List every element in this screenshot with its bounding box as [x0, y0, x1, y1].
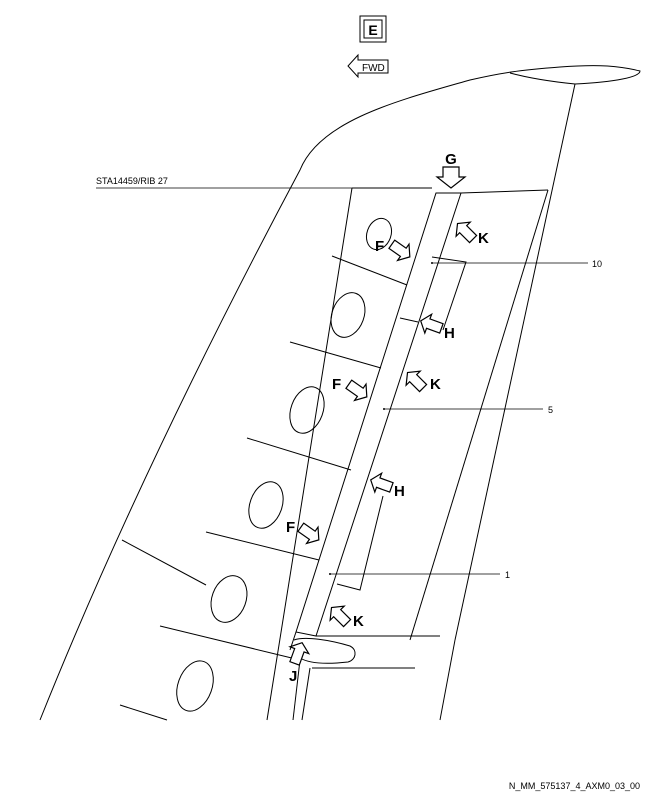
view-letter-f-bottom: F — [286, 519, 295, 536]
seal-strip — [289, 189, 549, 721]
view-arrow-k-mid — [405, 370, 428, 393]
wing-outline — [39, 65, 641, 721]
view-arrow-k-bottom — [329, 605, 352, 628]
station-label: STA14459/RIB 27 — [96, 176, 168, 186]
seal-end-fitting — [293, 637, 356, 664]
view-letter-j: J — [289, 668, 297, 685]
view-arrow-h-bottom — [370, 471, 394, 494]
view-arrow-g — [435, 166, 467, 189]
view-letter-f-mid: F — [332, 376, 341, 393]
access-holes — [176, 217, 393, 712]
fwd-arrow: FWD — [347, 53, 389, 79]
access-hole — [248, 481, 284, 529]
view-letter-k-bottom: K — [353, 613, 364, 630]
view-label: E — [368, 22, 377, 38]
view-letter-k-mid: K — [430, 376, 441, 393]
access-hole — [365, 217, 393, 251]
access-hole — [210, 575, 248, 623]
view-arrow-f-mid — [345, 379, 368, 402]
callout-10: 10 — [592, 259, 602, 269]
view-arrow-j — [288, 642, 311, 666]
h-bracket-upper — [431, 256, 467, 331]
view-arrow-f-bottom — [297, 522, 320, 545]
callout-leaders — [329, 262, 588, 575]
view-arrow-f-top — [388, 239, 411, 262]
view-arrow-k-top — [455, 221, 478, 244]
callout-1: 1 — [505, 570, 510, 580]
rib-panels — [119, 187, 432, 721]
callout-5: 5 — [548, 405, 553, 415]
h-bracket-lower — [336, 495, 384, 591]
view-arrow-h-top — [420, 312, 444, 335]
view-label-box: E — [359, 15, 387, 43]
fwd-label: FWD — [362, 63, 385, 74]
view-letter-f-top: F — [375, 238, 384, 255]
access-hole — [289, 386, 325, 434]
view-letter-k-top: K — [478, 230, 489, 247]
figure-id: N_MM_575137_4_AXM0_03_00 — [509, 781, 640, 791]
view-letter-h-top: H — [444, 325, 455, 342]
access-hole — [176, 660, 214, 712]
view-letter-g: G — [445, 151, 457, 168]
view-letter-h-bottom: H — [394, 483, 405, 500]
access-hole — [330, 292, 366, 338]
